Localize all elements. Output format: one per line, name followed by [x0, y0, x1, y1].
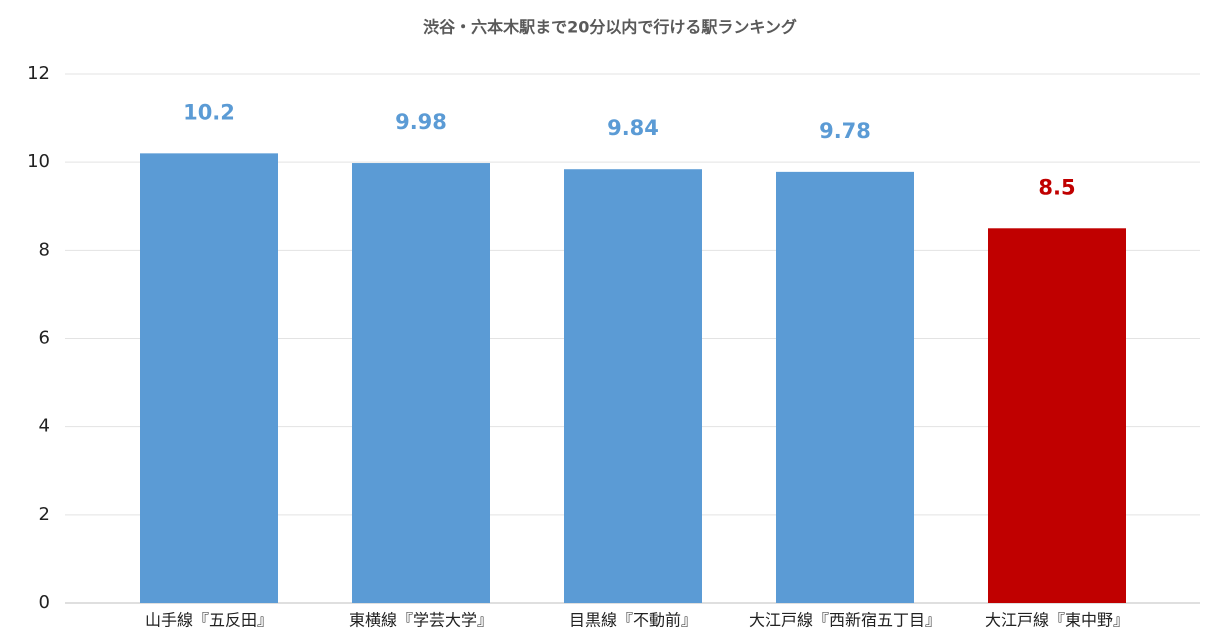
bar — [564, 169, 702, 603]
y-tick-label: 8 — [39, 239, 50, 260]
bar — [776, 171, 914, 604]
y-tick-label: 6 — [39, 328, 50, 349]
data-label: 9.78 — [819, 119, 871, 143]
y-tick-label: 0 — [39, 592, 50, 613]
y-tick-label: 10 — [27, 151, 50, 172]
x-tick-label: 大江戸線『東中野』 — [985, 611, 1129, 630]
data-label: 8.5 — [1038, 175, 1075, 199]
x-tick-label: 東横線『学芸大学』 — [349, 611, 493, 630]
data-label: 9.84 — [607, 116, 659, 140]
y-tick-label: 4 — [39, 416, 50, 437]
x-tick-label: 山手線『五反田』 — [145, 611, 273, 630]
x-tick-label: 大江戸線『西新宿五丁目』 — [749, 611, 941, 630]
chart-title: 渋谷・六本木駅まで20分以内で行ける駅ランキング — [423, 18, 797, 37]
bar — [988, 228, 1126, 603]
data-label: 9.98 — [395, 110, 447, 134]
x-tick-label: 目黒線『不動前』 — [569, 611, 697, 630]
bar — [140, 153, 278, 603]
y-tick-label: 2 — [39, 504, 50, 525]
bar — [352, 163, 490, 603]
y-tick-label: 12 — [27, 63, 50, 84]
data-label: 10.2 — [183, 100, 235, 124]
